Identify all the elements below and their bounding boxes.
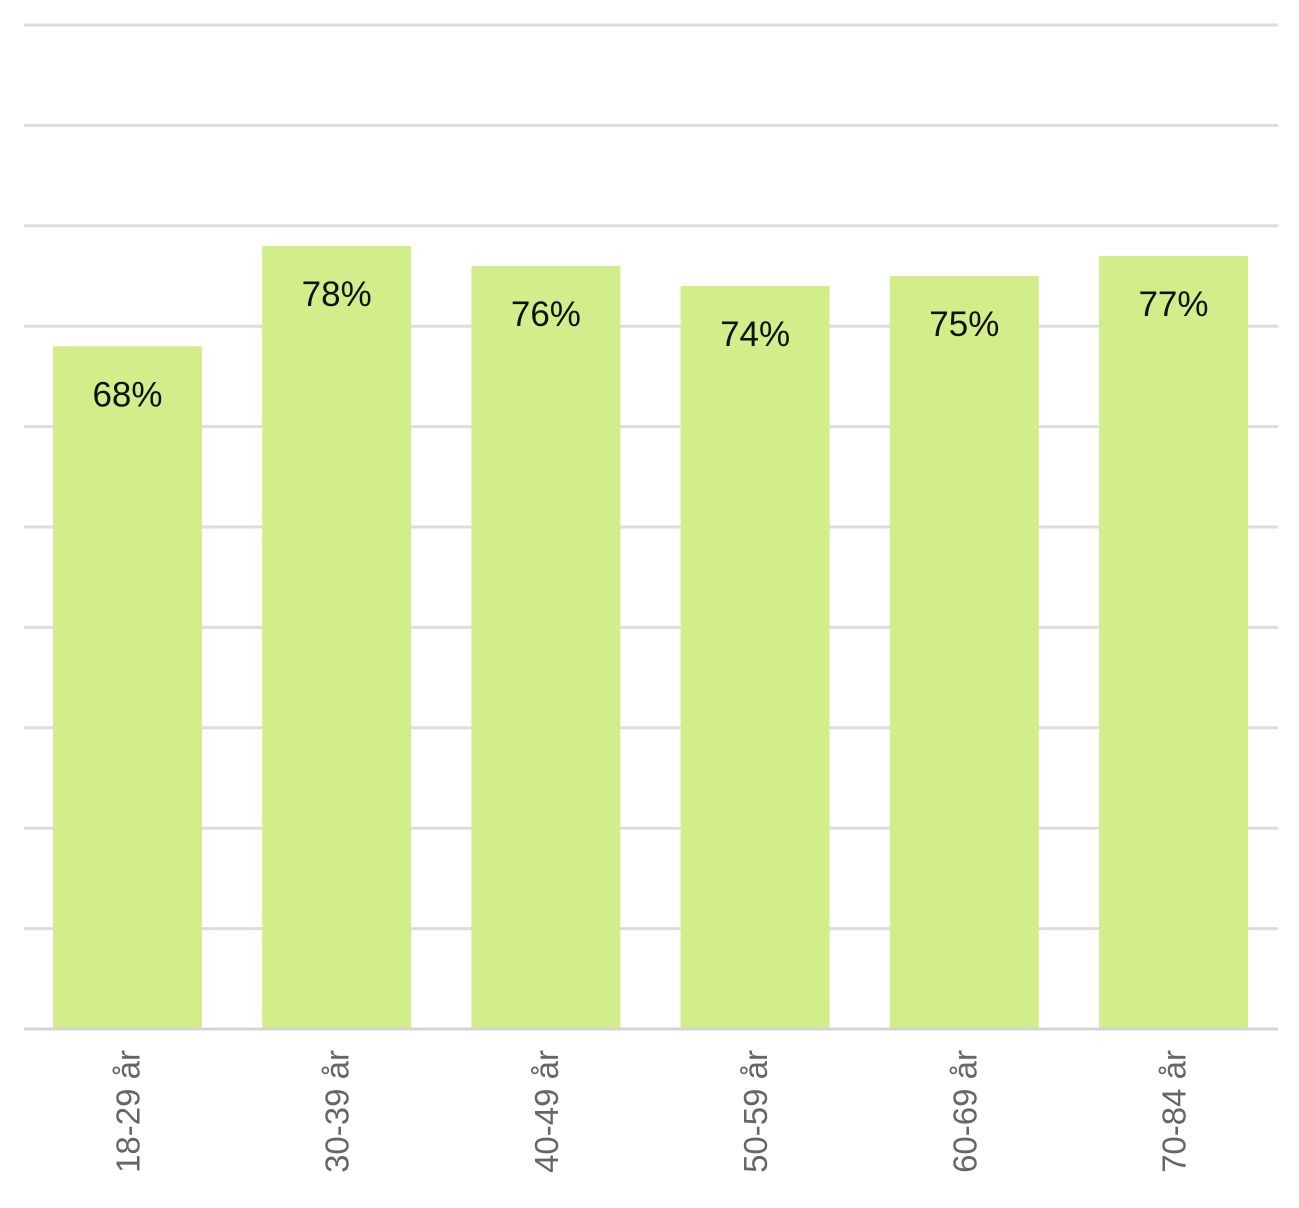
category-tick-label: 70-84 år: [1156, 1050, 1193, 1173]
bar: [889, 276, 1039, 1029]
bar: [53, 346, 202, 1029]
bar-value-label: 75%: [929, 305, 999, 344]
category-tick-label: 18-29 år: [110, 1050, 147, 1173]
bars: [53, 245, 1248, 1030]
category-tick-label: 40-49 år: [528, 1050, 565, 1173]
bar: [680, 286, 830, 1029]
bar-value-label: 76%: [511, 295, 581, 334]
bar-value-label: 77%: [1138, 285, 1208, 324]
bar: [1099, 255, 1248, 1030]
gridlines: [24, 23, 1278, 931]
bar: [471, 265, 621, 1030]
category-tick-label: 60-69 år: [946, 1050, 983, 1173]
bar: [262, 245, 412, 1029]
category-labels: 18-29 år 30-39 år 40-49 år 50-59 år 60-69 år…: [110, 1050, 1193, 1173]
category-tick-label: 50-59 år: [737, 1050, 774, 1173]
bar-value-label: 68%: [92, 375, 162, 414]
value-labels: 68% 78% 76% 74% 75% 77%: [92, 275, 1208, 414]
bar-value-label: 78%: [302, 275, 372, 314]
bar-value-label: 74%: [720, 315, 790, 354]
category-tick-label: 30-39 år: [319, 1050, 356, 1173]
